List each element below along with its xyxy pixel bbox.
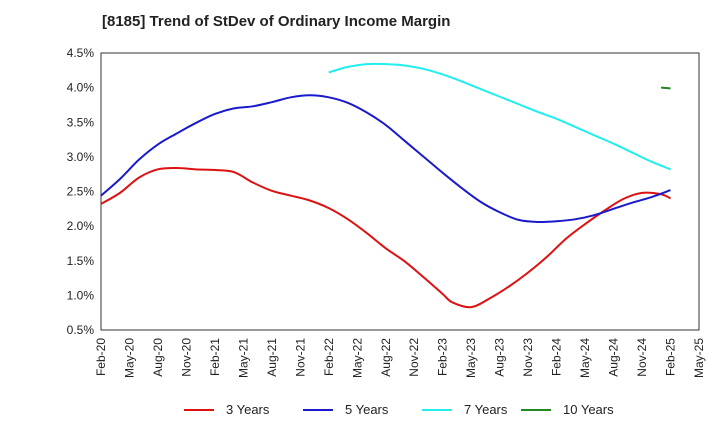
x-tick-label: Feb-21 xyxy=(208,338,222,376)
y-tick-label: 1.5% xyxy=(67,254,95,268)
series-layer xyxy=(100,62,671,309)
legend: 3 Years 5 Years 7 Years 10 Years xyxy=(0,402,720,426)
legend-label: 5 Years xyxy=(345,402,389,417)
legend-label: 10 Years xyxy=(563,402,614,417)
legend-item-7-years: 7 Years xyxy=(422,402,507,417)
x-tick-label: Nov-20 xyxy=(179,338,193,377)
legend-item-5-years: 5 Years xyxy=(303,402,388,417)
x-tick-label: Aug-21 xyxy=(265,338,279,377)
y-tick-label: 0.5% xyxy=(67,323,95,337)
series-line-10-years xyxy=(660,86,671,90)
y-tick-label: 2.0% xyxy=(67,219,95,233)
x-tick-label: May-24 xyxy=(578,338,592,378)
plot-frame xyxy=(100,52,700,331)
x-tick-label: Aug-22 xyxy=(379,338,393,377)
y-tick-label: 3.5% xyxy=(67,115,95,129)
legend-swatch xyxy=(184,408,214,411)
y-tick-label: 3.0% xyxy=(67,150,95,164)
x-tick-label: Nov-24 xyxy=(635,338,649,377)
x-tick-label: Nov-21 xyxy=(293,338,307,377)
x-tick-label: Nov-22 xyxy=(407,338,421,377)
x-tick-label: Feb-23 xyxy=(436,338,450,376)
legend-label: 7 Years xyxy=(464,402,508,417)
legend-item-10-years: 10 Years xyxy=(521,402,614,417)
x-tick-label: May-20 xyxy=(122,338,136,378)
x-tick-label: May-21 xyxy=(236,338,250,378)
legend-item-3-years: 3 Years xyxy=(184,402,269,417)
chart-title: [8185] Trend of StDev of Ordinary Income… xyxy=(102,13,451,30)
y-tick-label: 4.5% xyxy=(67,46,95,60)
axis-layer xyxy=(100,52,700,331)
y-tick-label: 4.0% xyxy=(67,81,95,95)
series-line-7-years xyxy=(328,62,671,171)
series-line-3-years xyxy=(100,166,671,309)
x-tick-label: Nov-23 xyxy=(521,338,535,377)
x-tick-label: Feb-22 xyxy=(322,338,336,376)
x-tick-label: Aug-20 xyxy=(151,338,165,377)
x-tick-label: Aug-23 xyxy=(493,338,507,377)
x-tick-label: May-22 xyxy=(350,338,364,378)
x-tick-label: Feb-25 xyxy=(664,338,678,376)
x-tick-label: May-25 xyxy=(692,338,706,378)
series-line-5-years xyxy=(100,94,671,224)
legend-label: 3 Years xyxy=(226,402,270,417)
y-tick-label: 2.5% xyxy=(67,185,95,199)
legend-swatch xyxy=(303,408,333,411)
x-tick-label: Feb-24 xyxy=(550,338,564,376)
x-tick-label: Aug-24 xyxy=(607,338,621,377)
y-tick-label: 1.0% xyxy=(67,288,95,302)
tick-label-layer: 0.5% 1.0% 1.5% 2.0% 2.5% 3.0% 3.5% 4.0% 4.5% Feb-… xyxy=(67,46,706,378)
legend-swatch xyxy=(521,408,551,411)
legend-swatch xyxy=(422,408,452,411)
x-tick-label: Feb-20 xyxy=(94,338,108,376)
x-tick-label: May-23 xyxy=(464,338,478,378)
